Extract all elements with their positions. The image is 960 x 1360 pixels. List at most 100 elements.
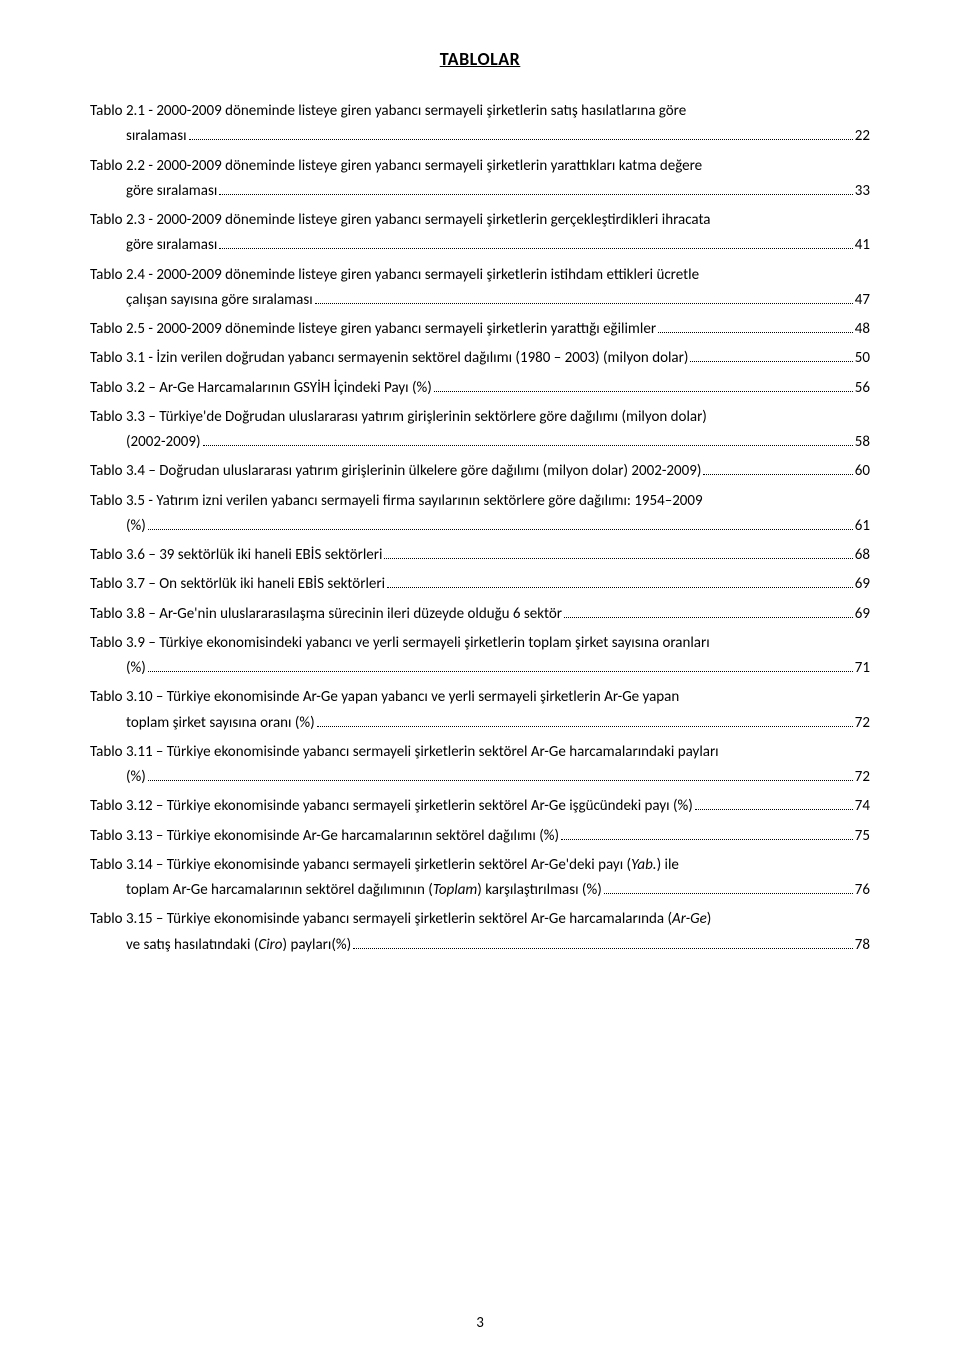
- toc-text: Tablo 3.15 – Türkiye ekonomisinde yabanc…: [90, 908, 711, 931]
- toc-page-number: 74: [855, 795, 870, 818]
- toc-page-number: 72: [855, 712, 870, 735]
- toc-page-number: 61: [855, 515, 870, 538]
- toc-page-number: 33: [855, 180, 870, 203]
- toc-line-continuation: (%) 72: [90, 766, 870, 789]
- dot-leader: [384, 545, 852, 559]
- toc-entry: Tablo 3.7 – On sektörlük iki haneli EBİS…: [90, 573, 870, 596]
- toc-page-number: 69: [855, 603, 870, 626]
- toc-line-continuation: ve satış hasılatındaki (Ciro) payları(%)…: [90, 934, 870, 957]
- toc-text: Tablo 3.5 - Yatırım izni verilen yabancı…: [90, 490, 703, 513]
- toc-text: Tablo 3.11 – Türkiye ekonomisinde yabanc…: [90, 741, 719, 764]
- toc-text: Tablo 3.4 – Doğrudan uluslararası yatırı…: [90, 460, 701, 483]
- toc-line-continuation: sıralaması22: [90, 125, 870, 148]
- toc-line: Tablo 2.5 - 2000-2009 döneminde listeye …: [90, 318, 870, 341]
- toc-entry: Tablo 3.9 – Türkiye ekonomisindeki yaban…: [90, 632, 870, 681]
- toc-text: (%): [126, 515, 146, 538]
- dot-leader: [219, 181, 853, 195]
- page-title: TABLOLAR: [90, 48, 870, 70]
- toc-text: Tablo 3.8 – Ar-Ge'nin uluslararasılaşma …: [90, 603, 562, 626]
- toc-entry: Tablo 3.11 – Türkiye ekonomisinde yabanc…: [90, 741, 870, 790]
- toc-entry: Tablo 3.8 – Ar-Ge'nin uluslararasılaşma …: [90, 603, 870, 626]
- dot-leader: [317, 713, 853, 727]
- toc-entry: Tablo 2.5 - 2000-2009 döneminde listeye …: [90, 318, 870, 341]
- dot-leader: [189, 127, 853, 141]
- toc-text: Tablo 3.12 – Türkiye ekonomisinde yabanc…: [90, 795, 693, 818]
- dot-leader: [658, 319, 853, 333]
- page: TABLOLAR Tablo 2.1 - 2000-2009 döneminde…: [0, 0, 960, 1360]
- toc-page-number: 71: [855, 657, 870, 680]
- toc-entry: Tablo 3.10 – Türkiye ekonomisinde Ar-Ge …: [90, 686, 870, 735]
- toc-line-continuation: çalışan sayısına göre sıralaması 47: [90, 289, 870, 312]
- toc-line: Tablo 3.6 – 39 sektörlük iki haneli EBİS…: [90, 544, 870, 567]
- dot-leader: [315, 290, 853, 304]
- toc-text: Tablo 2.1 - 2000-2009 döneminde listeye …: [90, 100, 686, 123]
- toc-line-continuation: (2002-2009)58: [90, 431, 870, 454]
- toc-line: Tablo 3.13 – Türkiye ekonomisinde Ar-Ge …: [90, 825, 870, 848]
- toc-page-number: 68: [855, 544, 870, 567]
- toc-entry: Tablo 3.14 – Türkiye ekonomisinde yabanc…: [90, 854, 870, 903]
- toc-page-number: 69: [855, 573, 870, 596]
- toc-text: Tablo 3.9 – Türkiye ekonomisindeki yaban…: [90, 632, 710, 655]
- toc-line-continuation: (%) 61: [90, 515, 870, 538]
- page-number: 3: [0, 1314, 960, 1332]
- toc-entry: Tablo 3.3 – Türkiye'de Doğrudan uluslara…: [90, 406, 870, 455]
- table-of-contents: Tablo 2.1 - 2000-2009 döneminde listeye …: [90, 100, 870, 957]
- dot-leader: [353, 935, 853, 949]
- toc-text: göre sıralaması: [126, 180, 217, 203]
- toc-text: Tablo 3.10 – Türkiye ekonomisinde Ar-Ge …: [90, 686, 679, 709]
- toc-line: Tablo 3.7 – On sektörlük iki haneli EBİS…: [90, 573, 870, 596]
- toc-line: Tablo 3.14 – Türkiye ekonomisinde yabanc…: [90, 854, 870, 877]
- toc-line: Tablo 3.10 – Türkiye ekonomisinde Ar-Ge …: [90, 686, 870, 709]
- toc-line: Tablo 2.3 - 2000-2009 döneminde listeye …: [90, 209, 870, 232]
- dot-leader: [690, 349, 852, 363]
- toc-text: toplam Ar-Ge harcamalarının sektörel dağ…: [126, 879, 602, 902]
- toc-line: Tablo 2.2 - 2000-2009 döneminde listeye …: [90, 155, 870, 178]
- toc-line: Tablo 2.1 - 2000-2009 döneminde listeye …: [90, 100, 870, 123]
- toc-entry: Tablo 2.2 - 2000-2009 döneminde listeye …: [90, 155, 870, 204]
- toc-page-number: 58: [855, 431, 870, 454]
- dot-leader: [219, 236, 853, 250]
- dot-leader: [387, 575, 853, 589]
- toc-page-number: 78: [855, 934, 870, 957]
- toc-line: Tablo 3.4 – Doğrudan uluslararası yatırı…: [90, 460, 870, 483]
- toc-text: Tablo 3.1 - İzin verilen doğrudan yabanc…: [90, 347, 688, 370]
- toc-page-number: 56: [855, 377, 870, 400]
- toc-text: çalışan sayısına göre sıralaması: [126, 289, 313, 312]
- toc-line: Tablo 3.8 – Ar-Ge'nin uluslararasılaşma …: [90, 603, 870, 626]
- toc-entry: Tablo 3.2 – Ar-Ge Harcamalarının GSYİH İ…: [90, 377, 870, 400]
- toc-entry: Tablo 3.5 - Yatırım izni verilen yabancı…: [90, 490, 870, 539]
- toc-page-number: 72: [855, 766, 870, 789]
- toc-text: Tablo 2.2 - 2000-2009 döneminde listeye …: [90, 155, 702, 178]
- dot-leader: [604, 880, 853, 894]
- toc-page-number: 41: [855, 234, 870, 257]
- dot-leader: [434, 378, 853, 392]
- toc-page-number: 47: [855, 289, 870, 312]
- toc-text: Tablo 3.6 – 39 sektörlük iki haneli EBİS…: [90, 544, 382, 567]
- toc-page-number: 76: [855, 879, 870, 902]
- toc-line: Tablo 3.2 – Ar-Ge Harcamalarının GSYİH İ…: [90, 377, 870, 400]
- toc-line: Tablo 3.1 - İzin verilen doğrudan yabanc…: [90, 347, 870, 370]
- toc-text: göre sıralaması: [126, 234, 217, 257]
- toc-text: sıralaması: [126, 125, 187, 148]
- toc-page-number: 60: [855, 460, 870, 483]
- toc-text: Tablo 2.3 - 2000-2009 döneminde listeye …: [90, 209, 711, 232]
- toc-entry: Tablo 3.13 – Türkiye ekonomisinde Ar-Ge …: [90, 825, 870, 848]
- toc-line: Tablo 2.4 - 2000-2009 döneminde listeye …: [90, 264, 870, 287]
- toc-text: Tablo 3.13 – Türkiye ekonomisinde Ar-Ge …: [90, 825, 559, 848]
- toc-line: Tablo 3.5 - Yatırım izni verilen yabancı…: [90, 490, 870, 513]
- dot-leader: [148, 767, 853, 781]
- toc-line: Tablo 3.15 – Türkiye ekonomisinde yabanc…: [90, 908, 870, 931]
- toc-line: Tablo 3.9 – Türkiye ekonomisindeki yaban…: [90, 632, 870, 655]
- toc-text: Tablo 3.14 – Türkiye ekonomisinde yabanc…: [90, 854, 679, 877]
- dot-leader: [703, 462, 852, 476]
- toc-page-number: 50: [855, 347, 870, 370]
- toc-entry: Tablo 3.12 – Türkiye ekonomisinde yabanc…: [90, 795, 870, 818]
- toc-text: Tablo 3.7 – On sektörlük iki haneli EBİS…: [90, 573, 385, 596]
- toc-line-continuation: (%)71: [90, 657, 870, 680]
- toc-text: Tablo 2.5 - 2000-2009 döneminde listeye …: [90, 318, 656, 341]
- toc-entry: Tablo 3.6 – 39 sektörlük iki haneli EBİS…: [90, 544, 870, 567]
- toc-text: (%): [126, 766, 146, 789]
- toc-text: Tablo 3.3 – Türkiye'de Doğrudan uluslara…: [90, 406, 707, 429]
- dot-leader: [561, 826, 853, 840]
- toc-entry: Tablo 2.3 - 2000-2009 döneminde listeye …: [90, 209, 870, 258]
